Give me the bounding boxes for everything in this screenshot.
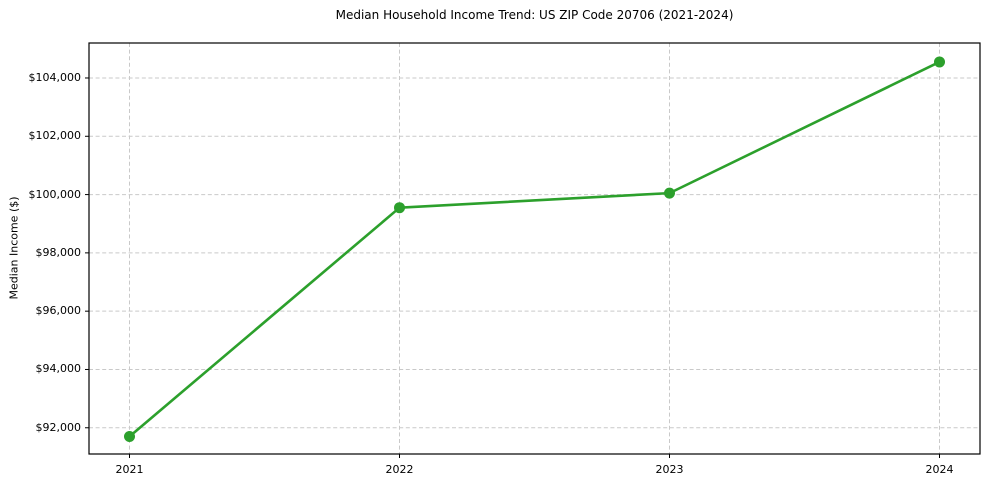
y-tick-label: $92,000 <box>35 420 82 434</box>
y-tick-label: $96,000 <box>35 304 82 318</box>
data-point <box>934 56 945 68</box>
data-point <box>394 202 405 214</box>
y-tick-label: $104,000 <box>28 70 82 84</box>
x-tick-label: 2021 <box>115 463 144 476</box>
x-tick-label: 2022 <box>385 463 414 476</box>
y-tick-label: $98,000 <box>35 245 82 259</box>
series-line <box>128 60 941 438</box>
data-point <box>124 431 135 443</box>
plot-border <box>88 42 981 455</box>
data-point <box>664 187 675 199</box>
y-tick-label: $94,000 <box>35 362 82 376</box>
chart-title: Median Household Income Trend: US ZIP Co… <box>335 8 734 22</box>
y-tick-label: $102,000 <box>28 129 82 143</box>
x-tick-label: 2023 <box>655 463 684 476</box>
x-tick-label: 2024 <box>925 463 954 476</box>
y-tick-label: $100,000 <box>28 187 82 201</box>
